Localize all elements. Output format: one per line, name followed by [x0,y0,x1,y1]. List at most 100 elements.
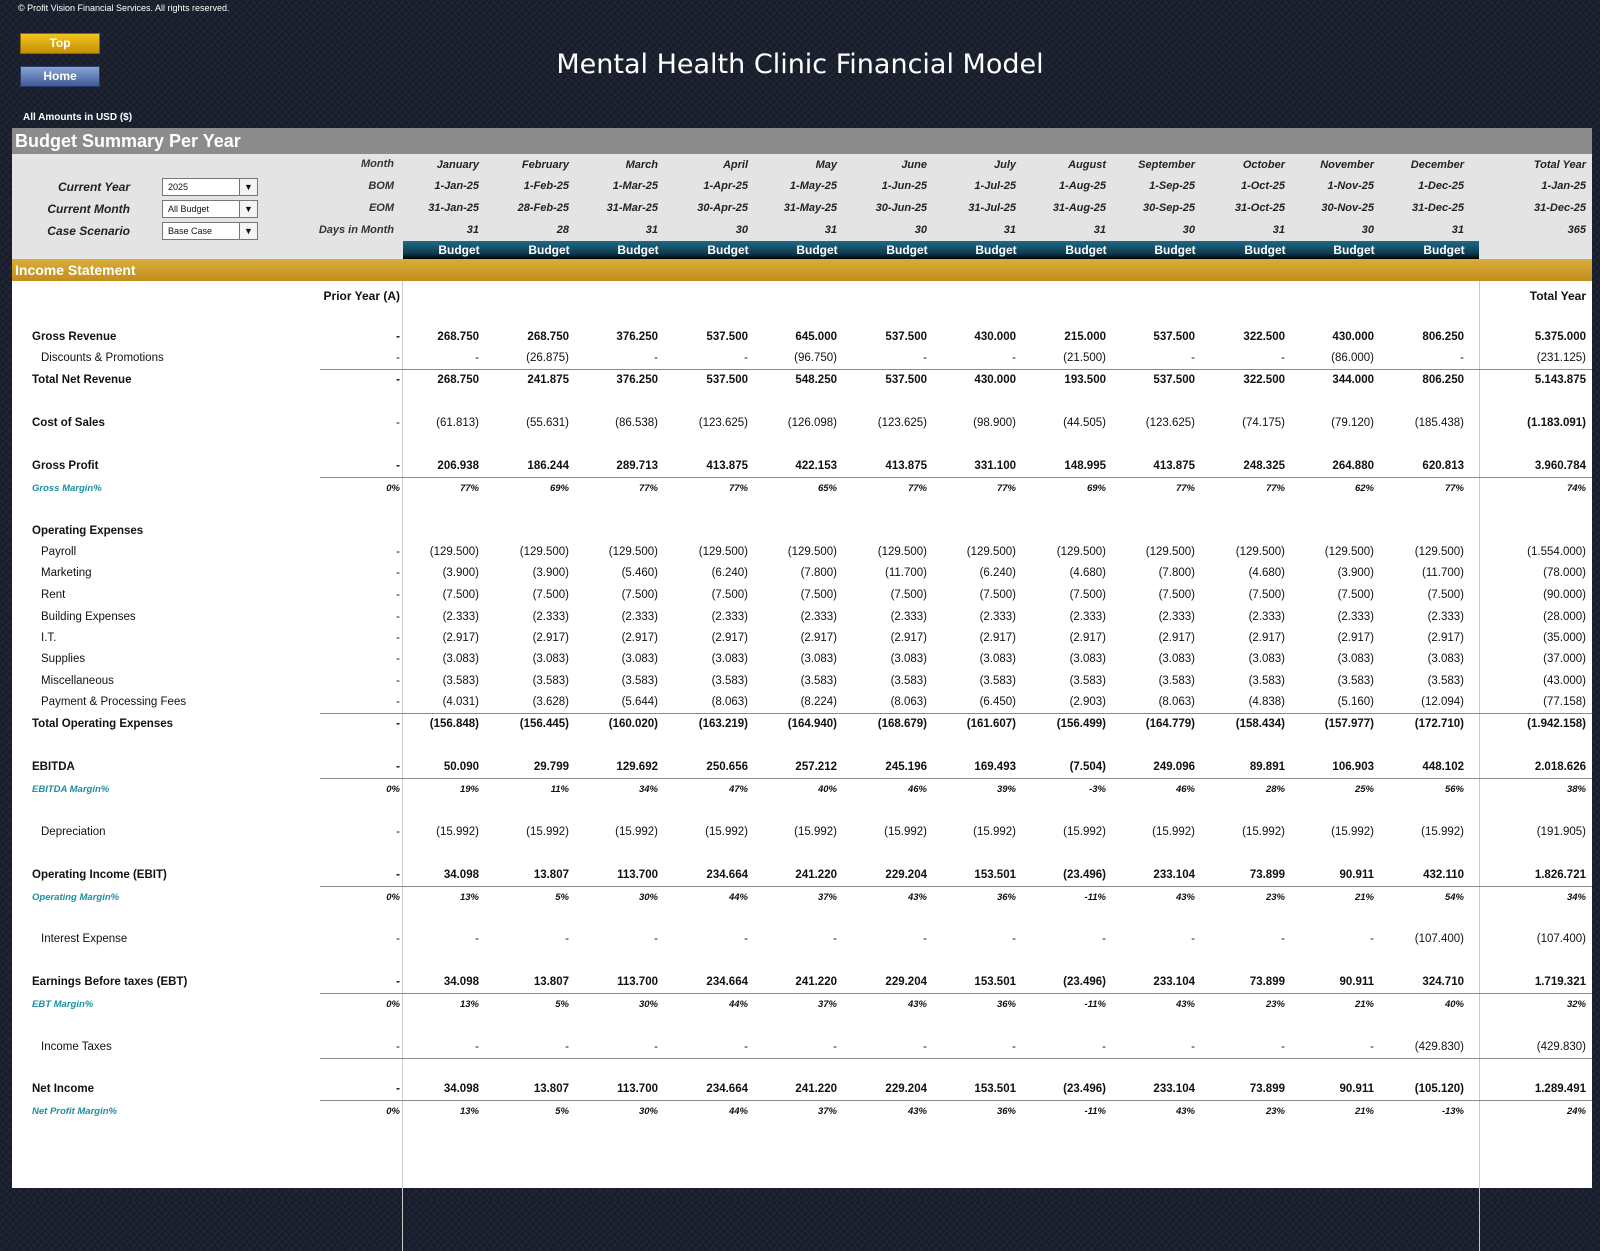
chevron-down-icon[interactable]: ▼ [239,179,257,195]
month-value-cell: (2.333) [711,611,748,623]
month-value-cell: (6.240) [979,567,1016,579]
month-value-cell: - [923,933,927,945]
total-year-cell: (1.183.091) [1527,417,1586,429]
month-value-cell: 43% [1175,1106,1195,1117]
month-value-cell: 268.750 [437,331,479,343]
month-value-cell: 537.500 [885,331,927,343]
month-value-cell: (2.333) [621,611,658,623]
top-button[interactable]: Top [20,33,100,54]
month-value-cell: 37% [817,1106,837,1117]
row-label: Supplies [41,653,86,665]
month-value-cell: (23.496) [1063,869,1106,881]
month-value-cell: 43% [907,999,927,1010]
month-value-cell: (3.083) [442,653,479,665]
row-discounts-promotions: Discounts & Promotions - - (26.875) - - (96.75… [12,350,1592,370]
month-value-cell: (7.800) [800,567,837,579]
month-value-cell: (158.434) [1235,718,1285,730]
row-label: Payment & Processing Fees [41,696,187,708]
month-value-cell: (129.500) [608,546,658,558]
month-value-cell: (3.583) [621,675,658,687]
case-scenario-select[interactable]: Base Case ▼ [162,222,258,240]
month-value-cell: (164.779) [1145,718,1195,730]
month-value-cell: (8.224) [800,696,837,708]
home-button[interactable]: Home [20,66,100,87]
eom-cell: 31-Oct-25 [1234,202,1285,214]
month-value-cell: (7.500) [1337,589,1374,601]
total-year-cell: (28.000) [1543,611,1586,623]
days-row-label: Days in Month [318,224,394,236]
month-value-cell: (15.992) [1242,826,1285,838]
month-value-cell: (96.750) [794,352,837,364]
month-value-cell: (2.917) [1337,632,1374,644]
month-value-cell: 34.098 [443,869,479,881]
budget-sheet: Budget Summary Per Year Current Year 202… [12,128,1592,1251]
current-year-select[interactable]: 2025 ▼ [162,178,258,196]
row-underline [320,778,1592,779]
chevron-down-icon[interactable]: ▼ [239,201,257,217]
month-value-cell: 430.000 [1332,331,1374,343]
month-value-cell: 548.250 [795,374,837,386]
month-value-cell: 413.875 [1153,460,1195,472]
budget-label: Budget [975,243,1017,257]
month-value-cell: 44% [728,892,748,903]
month-value-cell: (2.917) [800,632,837,644]
budget-label: Budget [886,243,928,257]
month-value-cell: (4.680) [1069,567,1106,579]
row-underline [320,1100,1592,1101]
month-value-cell: (8.063) [711,696,748,708]
month-value-cell: - [475,933,479,945]
month-value-cell: (129.500) [1145,546,1195,558]
current-month-select[interactable]: All Budget ▼ [162,200,258,218]
budget-label: Budget [528,243,570,257]
month-value-cell: - [1012,933,1016,945]
month-value-cell: 413.875 [885,460,927,472]
month-value-cell: 13.807 [533,1083,569,1095]
month-value-cell: 77% [1175,483,1195,494]
month-value-cell: 13% [459,1106,479,1117]
month-value-cell: (2.333) [800,611,837,623]
month-value-cell: (129.500) [1324,546,1374,558]
prior-year-cell: - [396,933,400,945]
month-value-cell: 806.250 [1422,331,1464,343]
month-value-cell: 77% [1444,483,1464,494]
prior-year-cell: - [396,611,400,623]
month-value-cell: 13% [459,999,479,1010]
month-value-cell: (12.094) [1421,696,1464,708]
current-year-value: 2025 [168,182,189,192]
month-value-cell: 233.104 [1153,1083,1195,1095]
month-value-cell: (129.500) [698,546,748,558]
row-underline [320,886,1592,887]
month-value-cell: 413.875 [706,460,748,472]
month-value-cell: (3.583) [442,675,479,687]
total-year-cell: 2.018.626 [1534,761,1586,773]
row-operating-expenses: Operating Expenses [12,523,1592,543]
month-value-cell: (2.333) [1427,611,1464,623]
month-value-cell: (2.917) [890,632,927,644]
month-value-cell: -11% [1084,999,1106,1010]
month-value-cell: 69% [549,483,569,494]
month-value-cell: 23% [1265,999,1285,1010]
month-value-cell: 645.000 [795,331,837,343]
month-value-cell: 77% [996,483,1016,494]
row-label: Interest Expense [41,933,128,945]
month-value-cell: (15.992) [705,826,748,838]
month-value-cell: (2.917) [442,632,479,644]
row-label: EBITDA Margin% [32,784,110,795]
prior-year-cell: - [396,546,400,558]
total-year-cell: (35.000) [1543,632,1586,644]
row-label: Gross Profit [32,460,99,472]
month-value-cell: 215.000 [1064,331,1106,343]
month-value-cell: 39% [996,784,1016,795]
month-value-cell: 113.700 [617,869,658,881]
budget-label: Budget [707,243,749,257]
chevron-down-icon[interactable]: ▼ [239,223,257,239]
row-rent: Rent - (7.500) (7.500) (7.500) (7.500) (7.500)… [12,587,1592,607]
prior-year-cell: 0% [386,784,400,795]
income-statement-header: Income Statement [12,259,1592,281]
row-label: Earnings Before taxes (EBT) [32,976,188,988]
row-label: Payroll [41,546,77,558]
months-cell: March [625,159,658,171]
row-label: Total Net Revenue [32,374,132,386]
eom-cell: 31-May-25 [783,202,837,214]
month-value-cell: (15.992) [1331,826,1374,838]
